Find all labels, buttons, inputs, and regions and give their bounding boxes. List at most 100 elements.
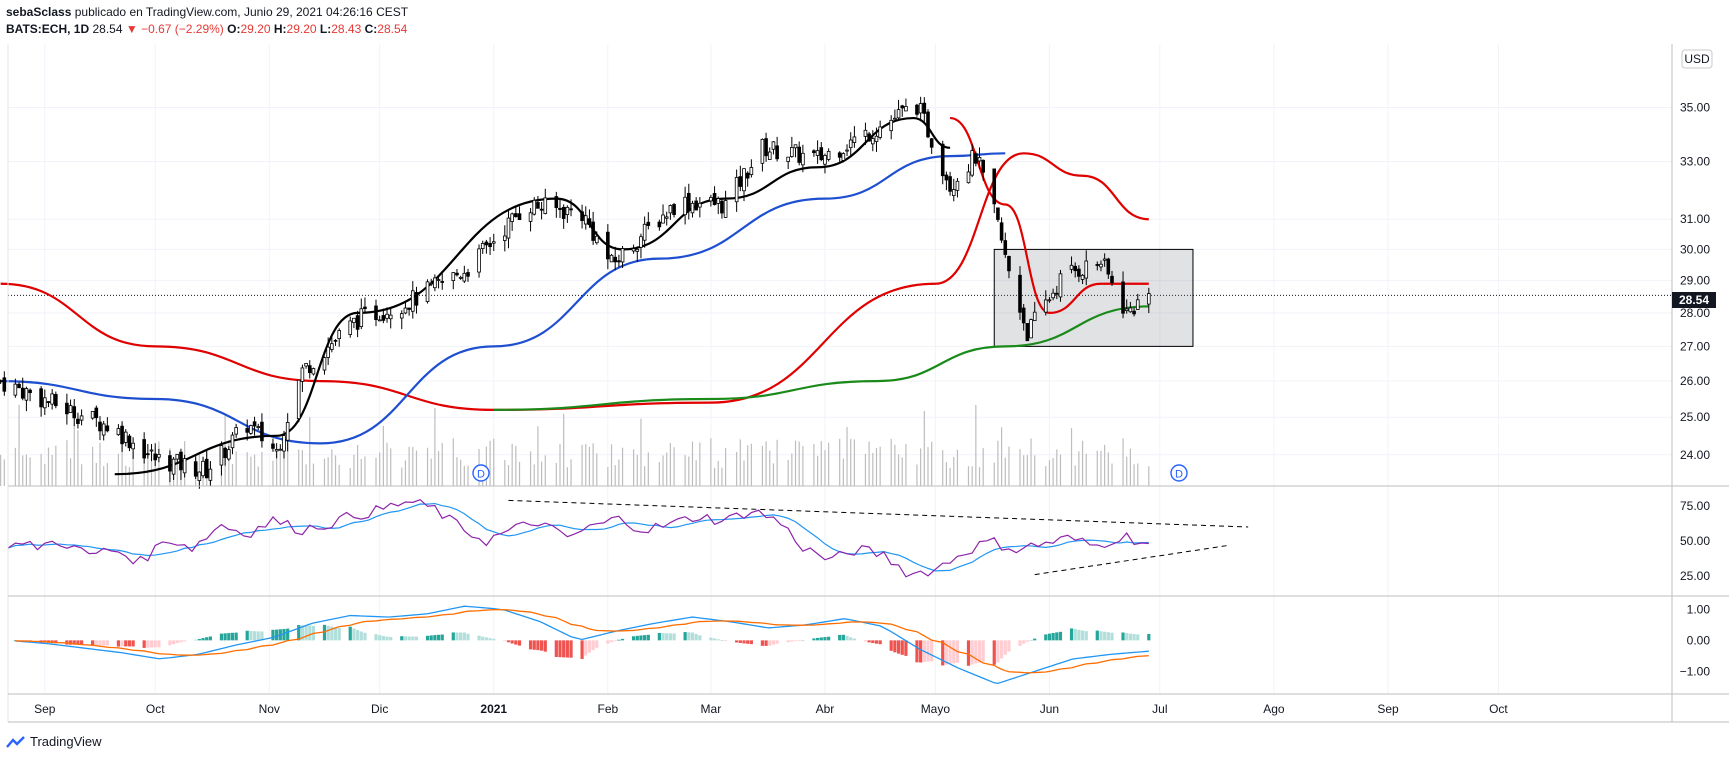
macd-tick-label: −1.00	[1680, 664, 1711, 678]
candle-body	[68, 405, 73, 413]
candle-body	[720, 200, 724, 214]
candle-body	[848, 139, 853, 149]
macd-histogram-bar	[172, 640, 176, 645]
candle-body	[149, 449, 154, 452]
candle-body	[661, 214, 665, 224]
time-tick-label: Oct	[1489, 702, 1508, 716]
macd-histogram-bar	[252, 631, 257, 641]
macd-histogram-bar	[142, 640, 146, 648]
macd-histogram-bar	[72, 640, 76, 645]
last-price: 28.54	[92, 22, 123, 36]
candle-body	[532, 199, 537, 215]
candle-body	[433, 277, 437, 289]
dividend-marker-1[interactable]: D	[472, 464, 490, 482]
candle-body	[966, 171, 971, 184]
candle-body	[388, 314, 393, 320]
macd-histogram-bar	[403, 636, 408, 641]
macd-histogram-bar	[230, 632, 235, 641]
candle-body	[94, 407, 99, 419]
macd-histogram-bar	[591, 640, 595, 651]
macd-histogram-bar	[91, 640, 95, 646]
candle-body	[385, 313, 389, 319]
macd-histogram-bar	[411, 636, 415, 641]
tradingview-brand[interactable]: TradingView	[6, 734, 102, 749]
time-tick-label: Sep	[1377, 702, 1399, 716]
macd-histogram-bar	[451, 632, 455, 641]
candle-body	[491, 241, 496, 244]
macd-histogram-bar	[768, 640, 772, 646]
time-axis[interactable]: Sep Oct Nov Dic 2021 Feb Mar Abr Mayo Jun Jul Ago Se…	[34, 702, 1508, 716]
candle-body	[915, 104, 919, 115]
range-rectangle[interactable]	[993, 248, 1194, 347]
candle-body	[852, 136, 857, 143]
candle-body	[606, 231, 610, 260]
candle-body	[337, 330, 341, 340]
candle-body	[311, 368, 316, 375]
macd-histogram-bar	[915, 640, 919, 663]
macd-histogram-bar	[157, 640, 161, 648]
candle-body	[50, 393, 54, 405]
candle-body	[514, 213, 518, 218]
macd-histogram-bar	[297, 625, 301, 641]
macd-histogram-bar	[425, 635, 430, 641]
candle-body	[1018, 274, 1022, 313]
candle-body	[635, 248, 640, 252]
macd-histogram-bar	[970, 640, 974, 665]
candle-body	[399, 313, 404, 319]
macd-histogram-bar	[1055, 632, 1059, 641]
macd-histogram-bar	[260, 631, 264, 641]
macd-histogram-bar	[514, 640, 518, 645]
macd-histogram-bar	[904, 640, 908, 656]
currency-button[interactable]: USD	[1681, 49, 1713, 69]
candle-body	[157, 454, 161, 458]
price-axis[interactable]: 35.00 33.00 31.00 30.00 29.00 28.00 27.00 26.00…	[1680, 101, 1711, 679]
macd-histogram-bar	[996, 640, 1000, 663]
change-value: −0.67 (−2.29%)	[141, 22, 224, 36]
candle-body	[105, 425, 110, 432]
rsi-tick-label: 75.00	[1680, 499, 1710, 513]
macd-histogram-bar	[127, 640, 132, 647]
candle-body	[981, 159, 985, 173]
candle-body	[951, 189, 956, 196]
rsi-line	[7, 498, 1149, 578]
rsi-tick-label: 25.00	[1680, 569, 1710, 583]
chart-canvas[interactable]: 35.00 33.00 31.00 30.00 29.00 28.00 27.00 26.00…	[0, 0, 1729, 730]
moving-average-line	[0, 152, 1006, 445]
high-label: H:	[273, 22, 287, 36]
candle-body	[333, 339, 338, 342]
candle-body	[1029, 319, 1033, 339]
candle-body	[414, 292, 419, 306]
macd-histogram-bar	[1147, 634, 1151, 641]
dividend-marker-2[interactable]: D	[1170, 464, 1188, 482]
candle-body	[539, 208, 544, 211]
price-candles	[0, 96, 1151, 489]
macd-histogram-bar	[194, 639, 198, 641]
macd-histogram-bar	[1022, 640, 1026, 644]
macd-histogram-bar	[687, 632, 691, 641]
candle-body	[326, 346, 330, 358]
candle-body	[230, 434, 235, 449]
candle-body	[1058, 273, 1063, 298]
candle-body	[377, 319, 382, 322]
candle-body	[131, 442, 135, 450]
macd-histogram-bar	[506, 640, 511, 643]
candle-body	[13, 383, 18, 396]
candle-body	[1121, 281, 1125, 314]
macd-histogram-bar	[930, 640, 934, 662]
macd-histogram-bar	[580, 640, 584, 659]
currency-label[interactable]: USD	[1684, 52, 1710, 66]
author-name[interactable]: sebaSclass	[6, 5, 72, 19]
macd-histogram-bar	[168, 640, 172, 646]
time-tick-label: Mar	[701, 702, 722, 716]
macd-histogram-bar	[359, 631, 363, 641]
candle-body	[1032, 311, 1037, 322]
candle-body	[698, 202, 702, 208]
macd-histogram-bar	[153, 640, 157, 648]
candle-body	[477, 248, 481, 273]
macd-histogram-bar	[179, 640, 183, 643]
candle-body	[304, 362, 308, 367]
candle-body	[1095, 264, 1100, 266]
macd-histogram-bar	[183, 640, 187, 642]
candle-body	[307, 365, 312, 374]
macd-histogram-bar	[223, 633, 227, 641]
